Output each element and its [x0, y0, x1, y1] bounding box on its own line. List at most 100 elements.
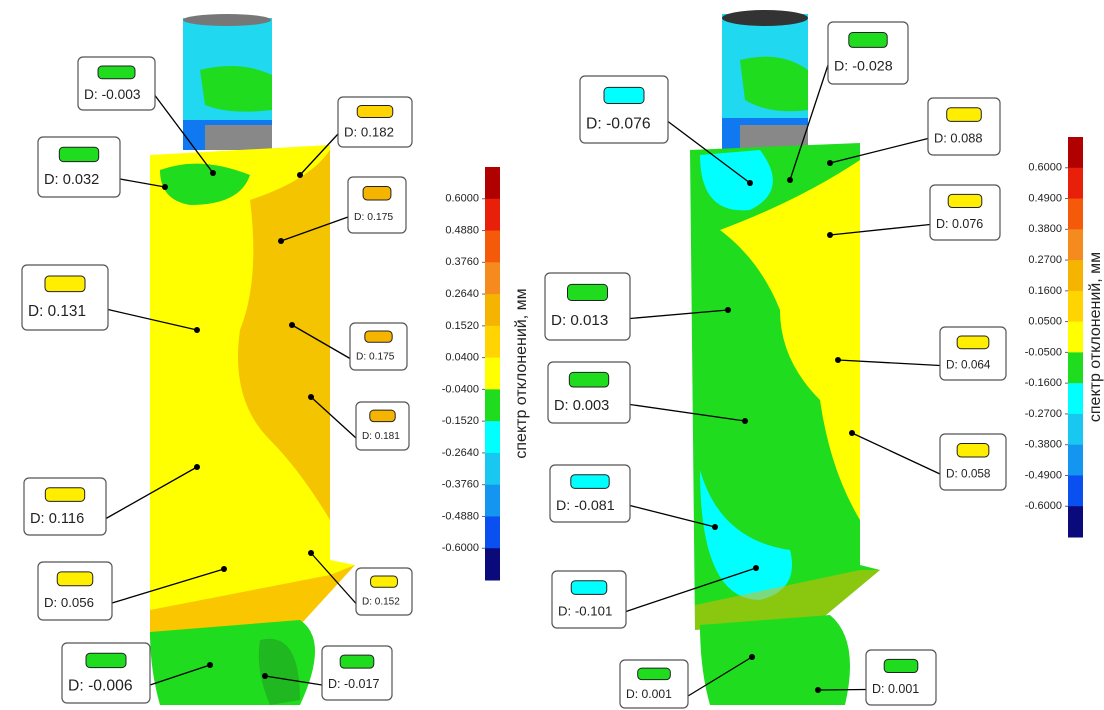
- scale-label: -0.6000: [1025, 500, 1062, 512]
- callout-text: D: -0.028: [834, 58, 893, 74]
- callout-box: [940, 434, 1006, 490]
- color-swatch: [568, 284, 608, 300]
- color-swatch: [849, 33, 887, 48]
- scale-block: [485, 262, 500, 294]
- color-swatch: [365, 331, 392, 342]
- scale-block: [1068, 445, 1083, 476]
- scale-label: -0.2640: [442, 447, 479, 459]
- scale-block: [485, 167, 500, 199]
- callout-box: [928, 98, 1000, 155]
- scale-block: [485, 548, 500, 580]
- scale-block: [485, 231, 500, 263]
- scale-label: 0.1600: [1028, 285, 1062, 297]
- scale-block: [485, 389, 500, 421]
- scale-label: -0.2700: [1025, 408, 1062, 420]
- color-swatch: [57, 572, 93, 586]
- color-swatch: [340, 655, 374, 668]
- leader-dot: [835, 357, 841, 363]
- leader-dot: [308, 394, 314, 400]
- scale-block: [485, 516, 500, 548]
- color-swatch: [947, 108, 982, 122]
- leader-dot: [308, 550, 314, 556]
- scale-label: 0.6000: [1028, 162, 1062, 174]
- callout-box: [356, 402, 409, 450]
- scale-block: [1068, 260, 1083, 291]
- scale-block: [1068, 291, 1083, 322]
- scale-block: [1068, 168, 1083, 199]
- leader-dot: [787, 177, 793, 183]
- color-swatch: [371, 576, 398, 587]
- scale-block: [1068, 137, 1083, 168]
- color-swatch: [884, 659, 918, 672]
- scale-block: [1068, 414, 1083, 445]
- color-swatch: [571, 581, 607, 595]
- callout-text: D: 0.088: [934, 130, 983, 145]
- callout-box: [552, 571, 626, 628]
- callout-box: [348, 177, 406, 233]
- color-swatch: [45, 276, 85, 292]
- scale-label: -0.0500: [1025, 346, 1062, 358]
- callout-box: [350, 323, 407, 370]
- color-swatch: [957, 444, 989, 457]
- callout-text: D: 0.182: [344, 124, 394, 139]
- color-swatch: [357, 106, 393, 118]
- callout-text: D: 0.003: [554, 398, 609, 414]
- callout-box: [548, 362, 630, 423]
- callout-box: [78, 57, 155, 110]
- scale-label: -0.4900: [1025, 469, 1062, 481]
- color-swatch: [45, 488, 84, 502]
- callout-box: [356, 568, 412, 615]
- figure: D: -0.003D: 0.182D: 0.032D: 0.175D: 0.13…: [0, 0, 1104, 710]
- callout-box: [338, 97, 412, 147]
- leader-dot: [162, 184, 168, 190]
- right-blade: [690, 10, 880, 705]
- leader-dot: [210, 170, 216, 176]
- scale-block: [1068, 475, 1083, 506]
- scale-axis-label: спектр отклонений, мм: [1087, 252, 1104, 422]
- color-swatch: [86, 653, 126, 667]
- leader-line: [852, 433, 940, 474]
- callout-box: [828, 22, 908, 84]
- scale-block: [1068, 506, 1083, 537]
- scale-label: -0.3760: [442, 479, 479, 491]
- scale-block: [485, 421, 500, 453]
- callout: D: -0.081: [550, 465, 718, 530]
- scale-label: 0.6000: [445, 193, 479, 205]
- color-swatch: [948, 194, 982, 207]
- scale-block: [1068, 322, 1083, 353]
- leader-dot: [297, 172, 303, 178]
- callout-text: D: -0.006: [68, 677, 133, 694]
- scale-label: 0.2640: [445, 288, 479, 300]
- leader-dot: [278, 238, 284, 244]
- callout: D: 0.032: [38, 137, 168, 197]
- callout-box: [22, 265, 108, 330]
- leader-dot: [289, 322, 295, 328]
- leader-dot: [207, 662, 213, 668]
- leader-dot: [815, 687, 821, 693]
- callout-text: D: 0.131: [28, 303, 86, 320]
- scale-block: [485, 453, 500, 485]
- scale-label: -0.0400: [442, 383, 479, 395]
- scale-block: [485, 326, 500, 358]
- color-swatch: [59, 147, 98, 161]
- scale-label: -0.3800: [1025, 439, 1062, 451]
- scale-label: 0.3800: [1028, 223, 1062, 235]
- scale-block: [1068, 229, 1083, 260]
- callout-box: [38, 562, 112, 620]
- callout-text: D: 0.064: [946, 358, 991, 371]
- color-swatch: [363, 187, 391, 200]
- leader-dot: [747, 180, 753, 186]
- leader-dot: [749, 654, 755, 660]
- scale-block: [485, 294, 500, 326]
- callout-box: [930, 185, 1000, 240]
- callout-text: D: -0.101: [558, 604, 612, 619]
- leader-dot: [262, 673, 268, 679]
- leader-dot: [742, 418, 748, 424]
- scale-label: 0.4880: [445, 224, 479, 236]
- callout-text: D: 0.001: [626, 687, 672, 701]
- callout-text: D: -0.003: [84, 87, 141, 102]
- leader-dot: [194, 327, 200, 333]
- callout-text: D: 0.152: [362, 596, 400, 607]
- callout-text: D: -0.076: [586, 115, 651, 132]
- scale-label: 0.0500: [1028, 316, 1062, 328]
